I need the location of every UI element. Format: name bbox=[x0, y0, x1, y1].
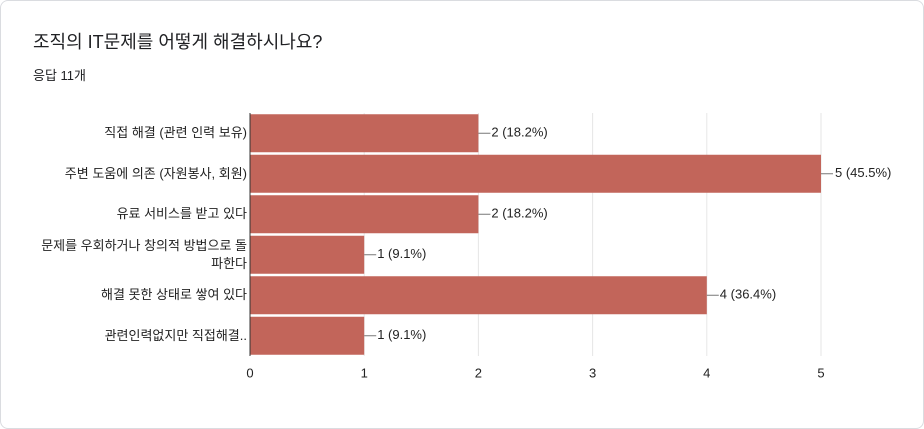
y-tick-label: 해결 못한 상태로 쌓여 있다 bbox=[100, 287, 247, 303]
y-tick-label: 관련인력없지만 직접해결.. bbox=[104, 327, 247, 343]
x-tick-label: 5 bbox=[817, 365, 824, 380]
bar bbox=[250, 195, 479, 234]
bar bbox=[250, 114, 479, 153]
x-tick-label: 1 bbox=[361, 365, 368, 380]
x-tick-label: 4 bbox=[703, 365, 710, 380]
bar bbox=[250, 276, 707, 315]
y-tick-label: 문제를 우회하거나 창의적 방법으로 돌파한다 bbox=[41, 237, 247, 271]
data-label: 1 (9.1%) bbox=[377, 246, 426, 261]
x-tick-label: 3 bbox=[589, 365, 596, 380]
x-tick-label: 0 bbox=[246, 365, 253, 380]
chart-subtitle: 응답 11개 bbox=[33, 68, 86, 83]
data-label: 5 (45.5%) bbox=[835, 165, 891, 180]
chart-title: 조직의 IT문제를 어떻게 해결하시나요? bbox=[33, 32, 323, 52]
y-tick-label: 주변 도움에 의존 (자원봉사, 회원) bbox=[64, 165, 247, 181]
y-tick-label: 유료 서비스를 받고 있다 bbox=[116, 206, 247, 222]
x-tick-label: 2 bbox=[475, 365, 482, 380]
data-label: 4 (36.4%) bbox=[720, 287, 776, 302]
bar bbox=[250, 154, 821, 193]
data-label: 2 (18.2%) bbox=[491, 125, 547, 140]
bar bbox=[250, 235, 365, 274]
data-label: 2 (18.2%) bbox=[491, 206, 547, 221]
y-tick-label: 직접 해결 (관련 인력 보유) bbox=[104, 125, 247, 141]
bar bbox=[250, 316, 365, 355]
data-label: 1 (9.1%) bbox=[377, 327, 426, 342]
